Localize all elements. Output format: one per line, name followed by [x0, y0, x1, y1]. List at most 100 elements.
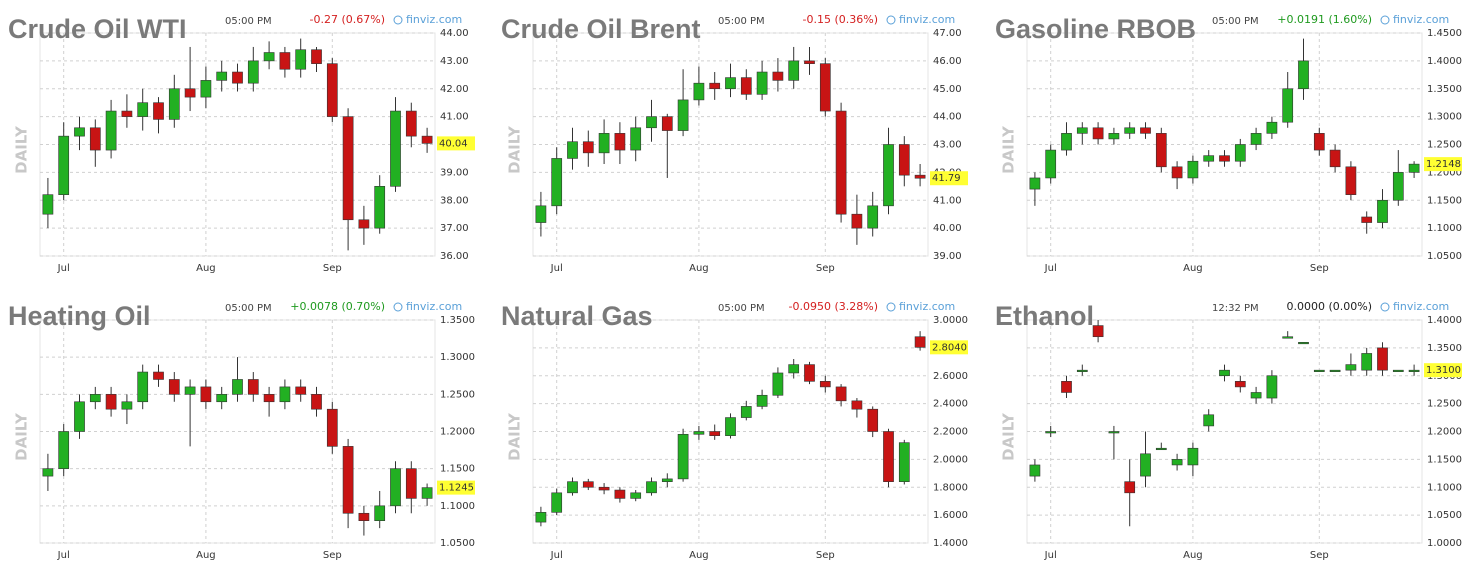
last-price: 1.3100 — [1426, 365, 1461, 376]
candle-body — [121, 110, 133, 117]
candle-body — [883, 144, 894, 207]
y-tick-label: 1.3000 — [440, 352, 475, 363]
candle-body — [1155, 447, 1167, 451]
candle-body — [89, 127, 101, 151]
last-price: 2.8040 — [932, 342, 967, 353]
update-time: 05:00 PM — [1212, 16, 1259, 27]
candle-body — [1408, 369, 1420, 372]
y-tick-label: 1.4500 — [1427, 28, 1462, 39]
chart-title: Ethanol — [995, 301, 1094, 331]
candle-body — [1124, 481, 1136, 494]
candle-body — [614, 489, 626, 499]
candle-body — [295, 49, 307, 70]
change: +0.0078 (0.70%) — [290, 300, 385, 313]
candle-body — [200, 386, 212, 403]
candle-body — [914, 336, 926, 348]
candle-body — [551, 492, 563, 513]
y-tick-label: 1.1500 — [440, 464, 475, 475]
y-tick-label: 1.0500 — [1427, 251, 1462, 262]
candle-body — [661, 478, 673, 482]
y-tick-label: 1.3500 — [1427, 84, 1462, 95]
candle-body — [914, 174, 926, 179]
candle-body — [1029, 177, 1041, 190]
candle-body — [1250, 392, 1262, 399]
candle-body — [279, 386, 291, 403]
candle-body — [835, 386, 847, 402]
candle-body — [1045, 149, 1057, 179]
y-tick-label: 1.4000 — [1427, 56, 1462, 67]
y-tick-label: 2.4000 — [933, 399, 968, 410]
candle-body — [1298, 60, 1309, 90]
x-tick-label: Sep — [816, 550, 835, 561]
candle-body — [137, 102, 149, 117]
candle-body — [819, 63, 831, 112]
chart-panel: 39.0040.0041.0042.0043.0044.0045.0046.00… — [501, 13, 968, 274]
x-tick-label: Sep — [323, 263, 342, 274]
candle-body — [1377, 347, 1388, 371]
candle-body — [598, 133, 610, 154]
y-tick-label: 1.2000 — [440, 427, 475, 438]
chart-title: Crude Oil Brent — [501, 14, 701, 44]
candle-body — [1361, 216, 1373, 223]
y-tick-label: 37.00 — [440, 223, 469, 234]
chart-title: Gasoline RBOB — [995, 14, 1196, 44]
candle-body — [374, 505, 386, 522]
candle-body — [835, 110, 847, 215]
candle-body — [772, 71, 784, 81]
y-tick-label: 1.0500 — [440, 538, 475, 549]
x-tick-label: Sep — [1310, 263, 1329, 274]
candle-body — [1140, 453, 1151, 477]
candle-body — [121, 401, 133, 410]
y-tick-label: 1.1000 — [1427, 482, 1462, 493]
candle-body — [804, 60, 815, 64]
y-tick-label: 1.1500 — [1427, 195, 1462, 206]
candle-body — [42, 194, 54, 215]
candle-body — [1377, 199, 1388, 223]
source-icon — [393, 15, 403, 25]
side-label: DAILY — [506, 412, 524, 461]
candle-body — [788, 364, 800, 374]
candle-body — [677, 433, 689, 480]
candle-body — [614, 133, 626, 151]
candle-body — [421, 135, 433, 144]
candle-body — [342, 116, 354, 221]
y-tick-label: 3.0000 — [933, 315, 968, 326]
plot-area — [1026, 32, 1423, 257]
candle-body — [1092, 325, 1104, 338]
x-tick-label: Aug — [1183, 263, 1203, 274]
candle-body — [740, 77, 752, 95]
candle-body — [279, 52, 291, 70]
candle-body — [1076, 369, 1088, 372]
y-tick-label: 1.2500 — [1427, 140, 1462, 151]
candle-body — [582, 141, 594, 154]
candle-body — [153, 102, 164, 120]
update-time: 05:00 PM — [718, 303, 765, 314]
source-icon — [886, 15, 896, 25]
candle-body — [216, 394, 228, 403]
candle-body — [1108, 431, 1120, 434]
change: 0.0000 (0.00%) — [1286, 300, 1372, 313]
y-tick-label: 47.00 — [933, 28, 962, 39]
candle-body — [567, 481, 578, 494]
candle-body — [184, 88, 196, 98]
x-tick-label: Aug — [196, 263, 216, 274]
candle-body — [1219, 155, 1230, 162]
last-price-box — [1424, 363, 1462, 378]
candle-body — [630, 492, 642, 499]
candle-body — [1219, 369, 1230, 377]
y-tick-label: 38.00 — [440, 195, 469, 206]
source: finviz.com — [1393, 300, 1449, 313]
y-tick-label: 1.3500 — [440, 315, 475, 326]
candle-body — [58, 431, 70, 469]
source: finviz.com — [1393, 13, 1449, 26]
y-tick-label: 1.2500 — [1427, 399, 1462, 410]
last-price-box — [1424, 157, 1462, 172]
y-tick-label: 40.00 — [933, 223, 962, 234]
candle-body — [1329, 149, 1341, 168]
y-tick-label: 39.00 — [933, 251, 962, 262]
y-tick-label: 43.00 — [440, 56, 469, 67]
candle-body — [374, 186, 386, 229]
y-tick-label: 1.3000 — [1427, 112, 1462, 123]
chart-panel: 1.0500 1.1000 1.1500 1.2000 1.2500 1.3000 1.35… — [995, 13, 1462, 274]
